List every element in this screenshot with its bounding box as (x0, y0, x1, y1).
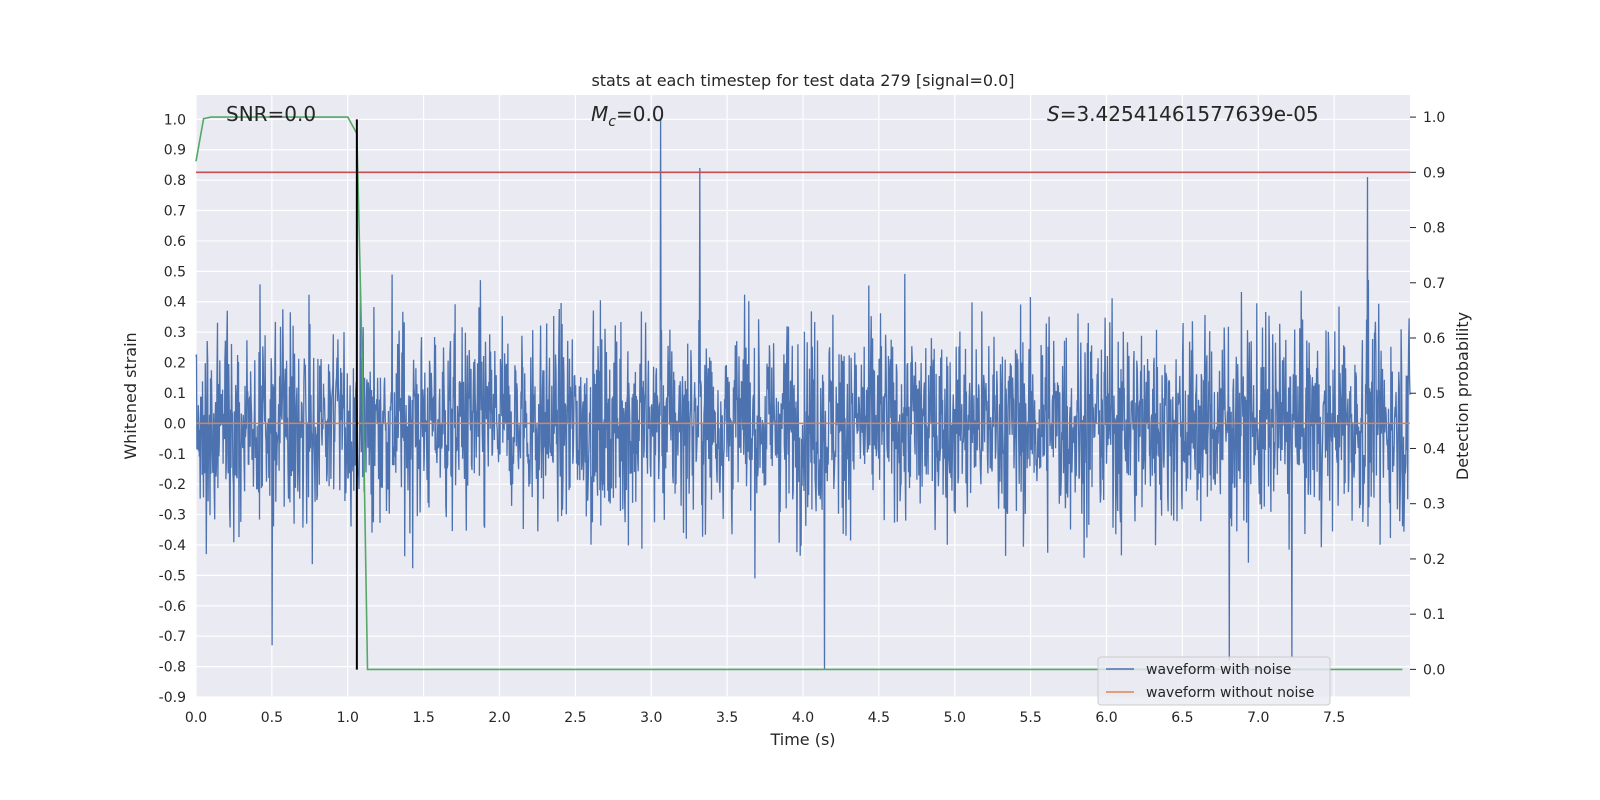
x-tick-label: 7.0 (1247, 710, 1269, 726)
y-tick-label: -0.3 (159, 508, 186, 524)
y2-tick-label: 0.2 (1423, 552, 1445, 568)
chirp-mass-symbol: M (591, 102, 608, 126)
y-tick-label: 0.3 (164, 325, 186, 341)
tick-layer: 0.0 0.5 1.0 1.5 2.0 2.5 3.0 3.5 4.0 4.5 5.0 5.5 6.0 6… (159, 110, 1446, 726)
y-tick-label: -0.7 (159, 629, 186, 645)
x-tick-label: 2.0 (488, 710, 510, 726)
y-tick-label: 0.8 (164, 173, 186, 189)
y-tick-label: -0.1 (159, 447, 186, 463)
snr-annotation: SNR=0.0 (226, 102, 316, 126)
x-tick-label: 6.5 (1171, 710, 1193, 726)
y-tick-label: 1.0 (164, 112, 186, 128)
statistic-symbol: S (1047, 102, 1060, 126)
y2-tick-label: 1.0 (1423, 110, 1445, 126)
y-tick-label: -0.8 (159, 660, 186, 676)
legend-label-noise: waveform with noise (1146, 662, 1291, 678)
y2-tick-label: 0.1 (1423, 607, 1445, 623)
y2-tick-label: 0.6 (1423, 331, 1445, 347)
y2-tick-label: 0.7 (1423, 276, 1445, 292)
x-tick-label: 3.0 (640, 710, 662, 726)
y-tick-label: 0.9 (164, 143, 186, 159)
statistic-annotation: S=3.42541461577639e-05 (1047, 102, 1319, 126)
y-tick-label: -0.5 (159, 568, 186, 584)
y-tick-label: 0.4 (164, 295, 186, 311)
y-tick-label: -0.4 (159, 538, 186, 554)
y-tick-label: -0.6 (159, 599, 186, 615)
x-tick-label: 7.5 (1323, 710, 1345, 726)
series-waveform-with-noise (195, 119, 1411, 670)
series-detection-probability (195, 116, 1403, 671)
y2-axis-label: Detection probability (1453, 312, 1472, 480)
y-tick-label: 0.2 (164, 356, 186, 372)
y2-tick-label: 0.0 (1423, 662, 1445, 678)
x-axis-label: Time (s) (769, 730, 835, 749)
chart-title: stats at each timestep for test data 279… (591, 71, 1014, 90)
x-tick-label: 4.5 (868, 710, 890, 726)
y-tick-label: 0.0 (164, 416, 186, 432)
x-tick-label: 5.5 (1019, 710, 1041, 726)
chirp-mass-annotation: Mc=0.0 (591, 102, 665, 130)
y2-tick-label: 0.3 (1423, 497, 1445, 513)
x-tick-label: 1.0 (337, 710, 359, 726)
y-tick-label: 0.5 (164, 264, 186, 280)
data-layer (195, 116, 1411, 671)
x-tick-label: 0.0 (185, 710, 207, 726)
y-tick-label: 0.1 (164, 386, 186, 402)
y2-tick-label: 0.4 (1423, 441, 1445, 457)
x-tick-label: 5.0 (944, 710, 966, 726)
x-tick-label: 2.5 (564, 710, 586, 726)
chirp-mass-subscript: c (608, 114, 616, 130)
statistic-value: =3.42541461577639e-05 (1060, 102, 1319, 126)
y-tick-label: -0.9 (159, 690, 186, 706)
x-tick-label: 0.5 (261, 710, 283, 726)
x-tick-label: 3.5 (716, 710, 738, 726)
legend: waveform with noise waveform without noi… (1097, 656, 1331, 706)
legend-label-clean: waveform without noise (1146, 685, 1314, 701)
y2-tick-label: 0.8 (1423, 221, 1445, 237)
legend-box (1097, 656, 1331, 706)
y-tick-label: 0.6 (164, 234, 186, 250)
y-axis-label: Whitened strain (121, 332, 140, 459)
x-tick-label: 1.5 (412, 710, 434, 726)
x-tick-label: 6.0 (1095, 710, 1117, 726)
y-tick-label: -0.2 (159, 477, 186, 493)
y2-tick-label: 0.9 (1423, 165, 1445, 181)
x-tick-label: 4.0 (792, 710, 814, 726)
y-tick-label: 0.7 (164, 204, 186, 220)
chirp-mass-value: =0.0 (616, 102, 665, 126)
y2-tick-label: 0.5 (1423, 386, 1445, 402)
